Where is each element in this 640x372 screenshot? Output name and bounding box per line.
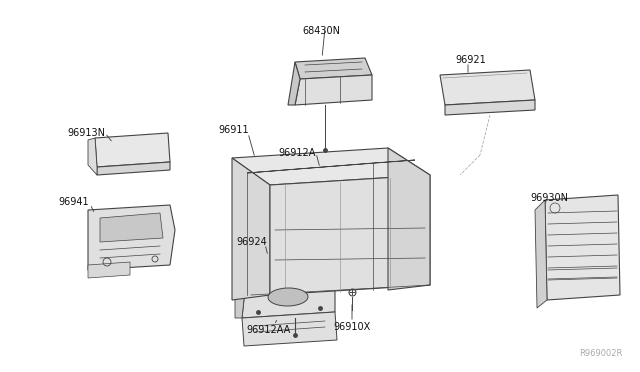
Polygon shape — [445, 100, 535, 115]
Polygon shape — [97, 162, 170, 175]
Polygon shape — [295, 75, 372, 105]
Text: 96913N: 96913N — [67, 128, 105, 138]
Text: R969002R: R969002R — [579, 349, 622, 358]
Polygon shape — [247, 160, 415, 173]
Polygon shape — [440, 70, 535, 105]
Polygon shape — [388, 148, 430, 290]
Polygon shape — [232, 280, 430, 295]
Polygon shape — [232, 158, 270, 300]
Polygon shape — [95, 133, 170, 167]
Polygon shape — [88, 138, 97, 175]
Polygon shape — [232, 148, 430, 185]
Polygon shape — [88, 262, 130, 278]
Text: 96911: 96911 — [218, 125, 248, 135]
Polygon shape — [100, 213, 163, 242]
Ellipse shape — [268, 288, 308, 306]
Polygon shape — [242, 312, 337, 346]
Text: 96924: 96924 — [236, 237, 267, 247]
Text: 68430N: 68430N — [302, 26, 340, 36]
Text: 96912A: 96912A — [278, 148, 316, 158]
Polygon shape — [242, 275, 335, 318]
Text: 96930N: 96930N — [530, 193, 568, 203]
Text: 96941: 96941 — [58, 197, 88, 207]
Polygon shape — [535, 200, 547, 308]
Polygon shape — [235, 255, 246, 318]
Text: 96910X: 96910X — [333, 322, 371, 332]
Polygon shape — [545, 195, 620, 300]
Polygon shape — [270, 175, 430, 295]
Polygon shape — [88, 205, 175, 270]
Text: 96912AA: 96912AA — [246, 325, 291, 335]
Text: 96921: 96921 — [455, 55, 486, 65]
Polygon shape — [288, 62, 300, 105]
Polygon shape — [242, 250, 335, 280]
Polygon shape — [295, 58, 372, 79]
